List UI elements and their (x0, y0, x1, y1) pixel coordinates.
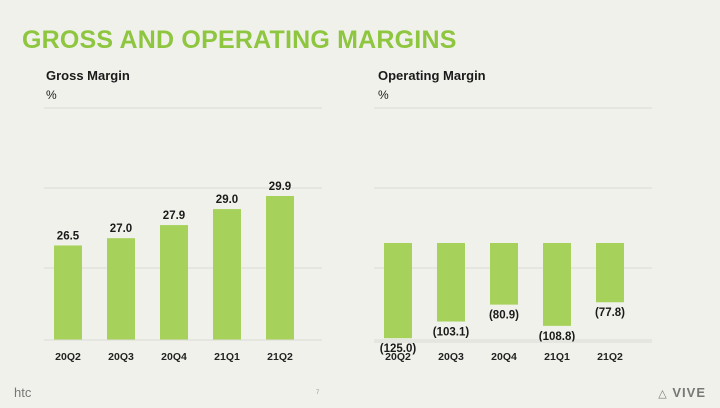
tick-label-20q3: 20Q3 (108, 351, 134, 363)
data-label-20q2: (125.0) (380, 343, 417, 355)
data-label-20q2: 26.5 (57, 230, 80, 242)
bar-20q3 (437, 243, 465, 322)
vive-logo-text: VIVE (672, 385, 706, 400)
data-label-21q1: (108.8) (539, 331, 576, 343)
vive-triangle-icon: △ (658, 388, 668, 400)
vive-logo: △ VIVE (658, 385, 706, 400)
slide-title: GROSS AND OPERATING MARGINS (22, 26, 457, 54)
data-label-21q2: 29.9 (269, 181, 291, 193)
tick-label-21q2: 21Q2 (597, 351, 623, 363)
bar-20q2 (54, 245, 82, 340)
operating-margin-unit: % (378, 88, 389, 102)
gross-margin-unit: % (46, 88, 57, 102)
data-label-20q4: 27.9 (163, 210, 185, 222)
bar-20q4 (490, 243, 518, 305)
tick-label-21q1: 21Q1 (214, 351, 240, 363)
bar-21q2 (596, 243, 624, 303)
data-label-20q3: 27.0 (110, 223, 132, 235)
bar-20q2 (384, 243, 412, 339)
tick-label-20q4: 20Q4 (161, 351, 187, 363)
tick-label-20q2: 20Q2 (55, 351, 81, 363)
gross-margin-title: Gross Margin (46, 68, 130, 83)
data-label-21q2: (77.8) (595, 307, 625, 319)
page-number: 7 (316, 390, 320, 396)
gross-margin-chart: 26.5 20Q2 27.0 20Q3 27.9 20Q4 29.0 21Q1 29.9 21Q2 (44, 107, 322, 363)
data-label-21q1: 29.0 (216, 194, 238, 206)
data-label-20q3: (103.1) (433, 327, 470, 339)
tick-label-20q4: 20Q4 (491, 351, 517, 363)
htc-logo: htc (14, 385, 32, 400)
tick-label-20q3: 20Q3 (438, 351, 464, 363)
bar-20q3 (107, 238, 135, 340)
bar-20q4 (160, 225, 188, 340)
tick-label-21q2: 21Q2 (267, 351, 293, 363)
operating-margin-chart: (125.0)20Q2 (103.1) 20Q3 (80.9) 20Q4 (108.8) 2… (374, 107, 652, 363)
operating-margin-title: Operating Margin (378, 68, 486, 83)
data-label-20q4: (80.9) (489, 310, 519, 322)
bar-21q1 (543, 243, 571, 326)
tick-label-21q1: 21Q1 (544, 351, 570, 363)
bar-21q1 (213, 209, 241, 340)
bar-21q2 (266, 196, 294, 340)
tick-label-20q2: 20Q2 (385, 351, 411, 363)
